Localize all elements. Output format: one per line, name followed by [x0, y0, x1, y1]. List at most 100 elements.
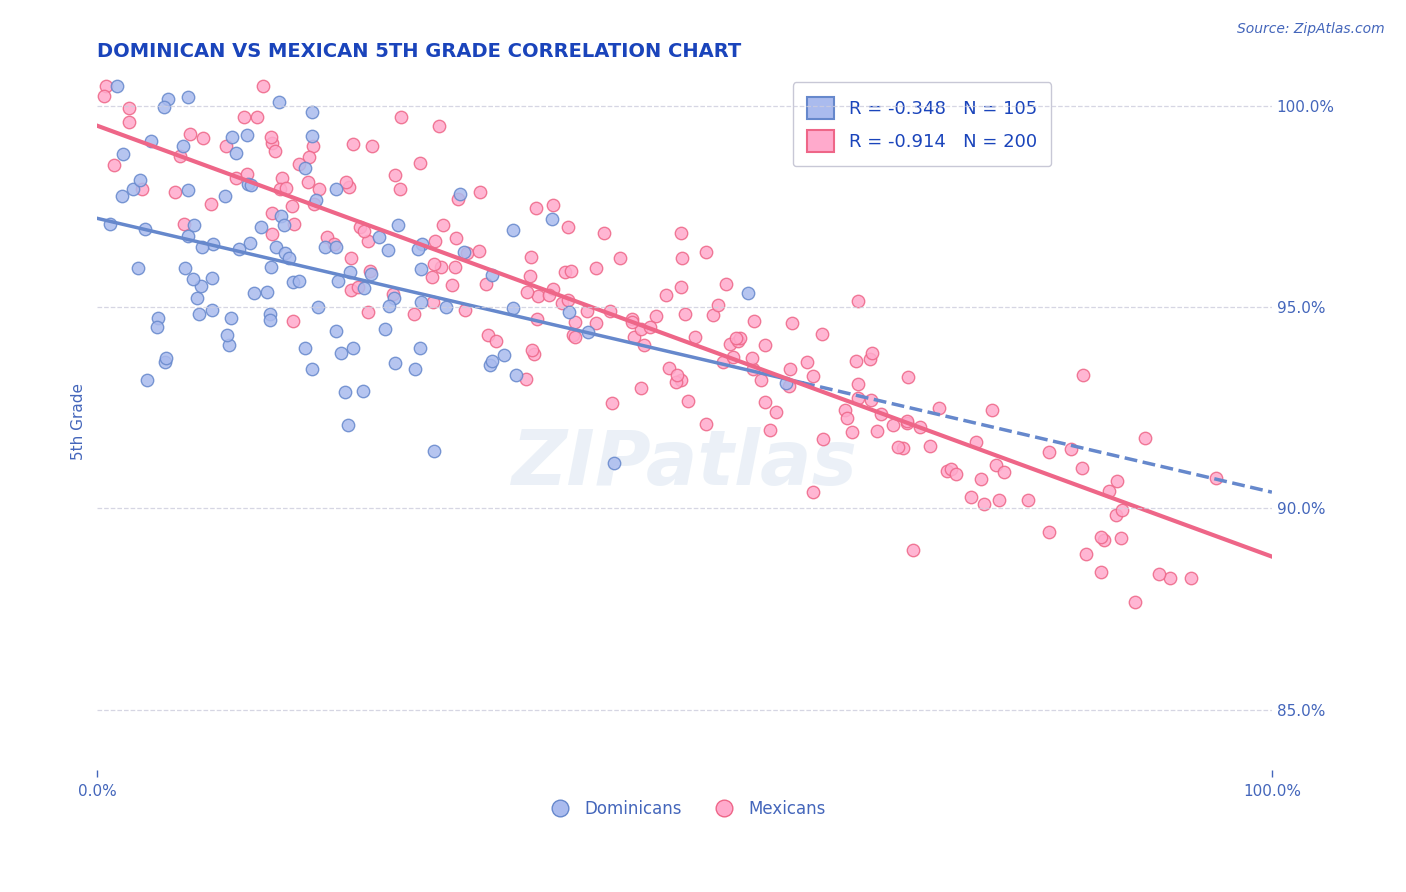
- Point: [288, 157, 311, 171]
- Point: [118, 101, 141, 115]
- Point: [283, 275, 305, 289]
- Text: ZIPatlas: ZIPatlas: [512, 426, 858, 500]
- Point: [214, 189, 236, 203]
- Point: [479, 358, 502, 372]
- Point: [676, 393, 699, 408]
- Point: [669, 226, 692, 240]
- Point: [1038, 444, 1060, 458]
- Point: [262, 206, 284, 220]
- Point: [981, 402, 1004, 417]
- Point: [214, 138, 236, 153]
- Point: [846, 293, 869, 308]
- Point: [935, 464, 957, 478]
- Point: [519, 268, 541, 283]
- Point: [928, 401, 950, 416]
- Point: [742, 362, 765, 376]
- Point: [526, 289, 548, 303]
- Point: [882, 417, 904, 432]
- Point: [177, 90, 200, 104]
- Point: [456, 246, 478, 260]
- Point: [336, 417, 359, 432]
- Point: [965, 434, 987, 449]
- Point: [314, 240, 336, 254]
- Point: [340, 283, 363, 297]
- Point: [238, 177, 260, 191]
- Text: Source: ZipAtlas.com: Source: ZipAtlas.com: [1237, 22, 1385, 37]
- Point: [564, 315, 586, 329]
- Point: [564, 329, 586, 343]
- Point: [669, 280, 692, 294]
- Point: [796, 354, 818, 368]
- Point: [233, 110, 256, 124]
- Point: [502, 301, 524, 315]
- Point: [560, 263, 582, 277]
- Point: [173, 260, 195, 275]
- Point: [406, 242, 429, 256]
- Point: [277, 251, 299, 265]
- Point: [1038, 524, 1060, 539]
- Point: [778, 379, 800, 393]
- Point: [541, 212, 564, 227]
- Point: [1060, 442, 1083, 456]
- Point: [152, 100, 174, 114]
- Point: [1205, 471, 1227, 485]
- Point: [177, 183, 200, 197]
- Point: [1105, 474, 1128, 488]
- Point: [897, 370, 920, 384]
- Point: [432, 218, 454, 232]
- Point: [404, 362, 426, 376]
- Point: [240, 178, 263, 192]
- Point: [425, 234, 447, 248]
- Point: [505, 368, 527, 382]
- Point: [384, 356, 406, 370]
- Point: [846, 377, 869, 392]
- Point: [585, 261, 607, 276]
- Point: [447, 192, 470, 206]
- Point: [155, 351, 177, 365]
- Point: [201, 303, 224, 318]
- Point: [134, 221, 156, 235]
- Point: [811, 432, 834, 446]
- Point: [920, 439, 942, 453]
- Point: [377, 243, 399, 257]
- Point: [190, 279, 212, 293]
- Point: [315, 230, 337, 244]
- Point: [333, 384, 356, 399]
- Point: [274, 246, 297, 260]
- Point: [453, 245, 475, 260]
- Point: [1090, 565, 1112, 579]
- Point: [173, 217, 195, 231]
- Point: [742, 314, 765, 328]
- Point: [271, 170, 294, 185]
- Point: [188, 307, 211, 321]
- Point: [281, 314, 304, 328]
- Point: [1147, 566, 1170, 581]
- Point: [169, 149, 191, 163]
- Point: [409, 156, 432, 170]
- Point: [515, 372, 537, 386]
- Point: [706, 298, 728, 312]
- Point: [181, 272, 204, 286]
- Point: [297, 175, 319, 189]
- Point: [727, 334, 749, 348]
- Point: [721, 350, 744, 364]
- Point: [673, 308, 696, 322]
- Point: [593, 226, 616, 240]
- Point: [135, 373, 157, 387]
- Point: [1111, 503, 1133, 517]
- Point: [308, 182, 330, 196]
- Point: [153, 354, 176, 368]
- Point: [1071, 368, 1094, 383]
- Point: [860, 345, 883, 359]
- Point: [274, 181, 297, 195]
- Point: [780, 316, 803, 330]
- Point: [558, 305, 581, 319]
- Point: [270, 209, 292, 223]
- Point: [374, 322, 396, 336]
- Point: [335, 175, 357, 189]
- Point: [970, 472, 993, 486]
- Point: [165, 186, 187, 200]
- Point: [453, 302, 475, 317]
- Point: [908, 420, 931, 434]
- Point: [845, 353, 868, 368]
